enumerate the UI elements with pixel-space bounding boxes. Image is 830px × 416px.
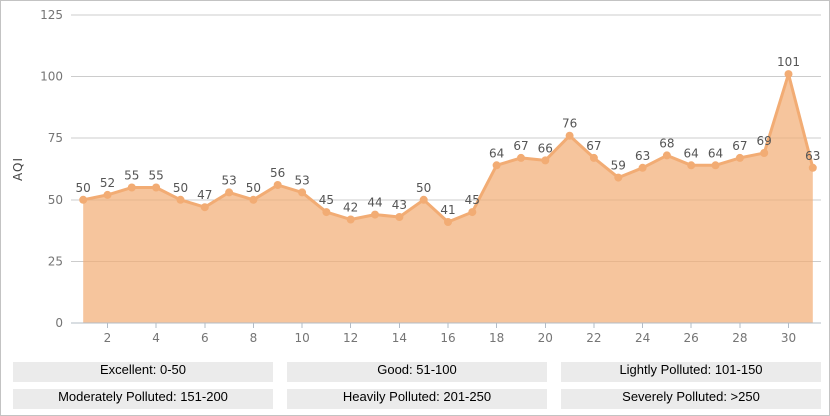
svg-text:53: 53 [294, 173, 309, 187]
legend-item-heavily-polluted: Heavily Polluted: 201-250 [287, 389, 547, 409]
svg-text:67: 67 [513, 139, 528, 153]
svg-text:10: 10 [294, 331, 309, 345]
svg-text:63: 63 [635, 149, 650, 163]
svg-text:100: 100 [40, 70, 63, 84]
svg-text:6: 6 [201, 331, 209, 345]
svg-text:67: 67 [732, 139, 747, 153]
aqi-legend: Excellent: 0-50 Good: 51-100 Lightly Pol… [1, 352, 829, 415]
legend-item-good: Good: 51-100 [287, 362, 547, 382]
svg-text:64: 64 [489, 146, 504, 160]
svg-text:75: 75 [48, 131, 63, 145]
svg-text:125: 125 [40, 8, 63, 22]
svg-text:68: 68 [659, 136, 674, 150]
y-axis-title: AQI [11, 157, 25, 181]
svg-text:42: 42 [343, 201, 358, 215]
svg-text:52: 52 [100, 176, 115, 190]
svg-text:25: 25 [48, 254, 63, 268]
legend-item-lightly-polluted: Lightly Polluted: 101-150 [561, 362, 821, 382]
svg-text:18: 18 [489, 331, 504, 345]
svg-text:55: 55 [148, 169, 163, 183]
svg-text:0: 0 [55, 316, 63, 330]
svg-text:64: 64 [708, 146, 723, 160]
svg-text:67: 67 [586, 139, 601, 153]
svg-text:45: 45 [465, 193, 480, 207]
svg-text:50: 50 [76, 181, 91, 195]
svg-text:44: 44 [367, 196, 382, 210]
svg-text:47: 47 [197, 188, 212, 202]
svg-text:4: 4 [152, 331, 160, 345]
svg-text:2: 2 [104, 331, 112, 345]
svg-text:56: 56 [270, 166, 285, 180]
legend-item-severely-polluted: Severely Polluted: >250 [561, 389, 821, 409]
svg-text:26: 26 [684, 331, 699, 345]
svg-text:28: 28 [732, 331, 747, 345]
svg-text:24: 24 [635, 331, 650, 345]
svg-text:69: 69 [757, 134, 772, 148]
svg-text:16: 16 [440, 331, 455, 345]
svg-text:30: 30 [781, 331, 796, 345]
svg-text:63: 63 [805, 149, 820, 163]
svg-text:50: 50 [173, 181, 188, 195]
svg-text:8: 8 [250, 331, 258, 345]
legend-item-moderately-polluted: Moderately Polluted: 151-200 [13, 389, 273, 409]
svg-text:55: 55 [124, 169, 139, 183]
svg-text:53: 53 [221, 173, 236, 187]
svg-text:45: 45 [319, 193, 334, 207]
svg-text:41: 41 [440, 203, 455, 217]
svg-text:59: 59 [611, 159, 626, 173]
svg-text:12: 12 [343, 331, 358, 345]
svg-text:64: 64 [684, 146, 699, 160]
legend-item-excellent: Excellent: 0-50 [13, 362, 273, 382]
svg-text:22: 22 [586, 331, 601, 345]
svg-text:43: 43 [392, 198, 407, 212]
svg-text:50: 50 [246, 181, 261, 195]
svg-text:101: 101 [777, 55, 800, 69]
svg-text:66: 66 [538, 141, 553, 155]
svg-text:50: 50 [416, 181, 431, 195]
svg-text:20: 20 [538, 331, 553, 345]
svg-text:50: 50 [48, 193, 63, 207]
svg-text:76: 76 [562, 117, 577, 131]
svg-text:14: 14 [392, 331, 407, 345]
